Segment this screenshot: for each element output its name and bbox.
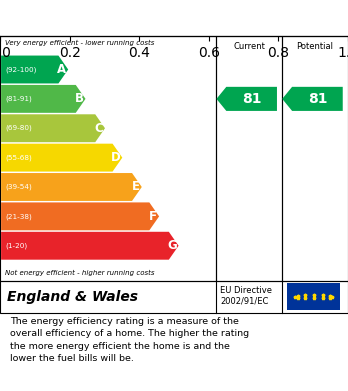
Polygon shape: [282, 87, 343, 111]
Text: Energy Efficiency Rating: Energy Efficiency Rating: [9, 11, 219, 25]
Polygon shape: [1, 143, 122, 172]
Text: Potential: Potential: [296, 42, 334, 51]
Polygon shape: [1, 232, 179, 260]
Text: B: B: [75, 92, 84, 106]
Text: G: G: [167, 239, 177, 252]
Text: England & Wales: England & Wales: [7, 290, 138, 304]
Text: 81: 81: [242, 92, 262, 106]
Text: (55-68): (55-68): [6, 154, 32, 161]
Text: 81: 81: [308, 92, 327, 106]
Text: (21-38): (21-38): [6, 213, 32, 220]
Text: (1-20): (1-20): [6, 242, 27, 249]
Polygon shape: [1, 85, 86, 113]
Text: The energy efficiency rating is a measure of the
overall efficiency of a home. T: The energy efficiency rating is a measur…: [10, 317, 250, 363]
Text: C: C: [95, 122, 103, 135]
Polygon shape: [1, 56, 68, 83]
Text: (81-91): (81-91): [6, 96, 32, 102]
Bar: [287, 283, 340, 310]
Text: Current: Current: [234, 42, 265, 51]
Polygon shape: [1, 203, 159, 230]
Text: EU Directive
2002/91/EC: EU Directive 2002/91/EC: [220, 287, 272, 306]
Text: Not energy efficient - higher running costs: Not energy efficient - higher running co…: [6, 270, 155, 276]
Polygon shape: [1, 114, 105, 142]
Polygon shape: [1, 173, 142, 201]
Text: E: E: [132, 181, 140, 194]
Text: (92-100): (92-100): [6, 66, 37, 73]
Polygon shape: [216, 87, 277, 111]
Text: (39-54): (39-54): [6, 184, 32, 190]
Text: Very energy efficient - lower running costs: Very energy efficient - lower running co…: [6, 39, 155, 46]
Text: (69-80): (69-80): [6, 125, 32, 131]
Text: D: D: [111, 151, 120, 164]
Text: F: F: [149, 210, 157, 223]
Text: A: A: [57, 63, 66, 76]
